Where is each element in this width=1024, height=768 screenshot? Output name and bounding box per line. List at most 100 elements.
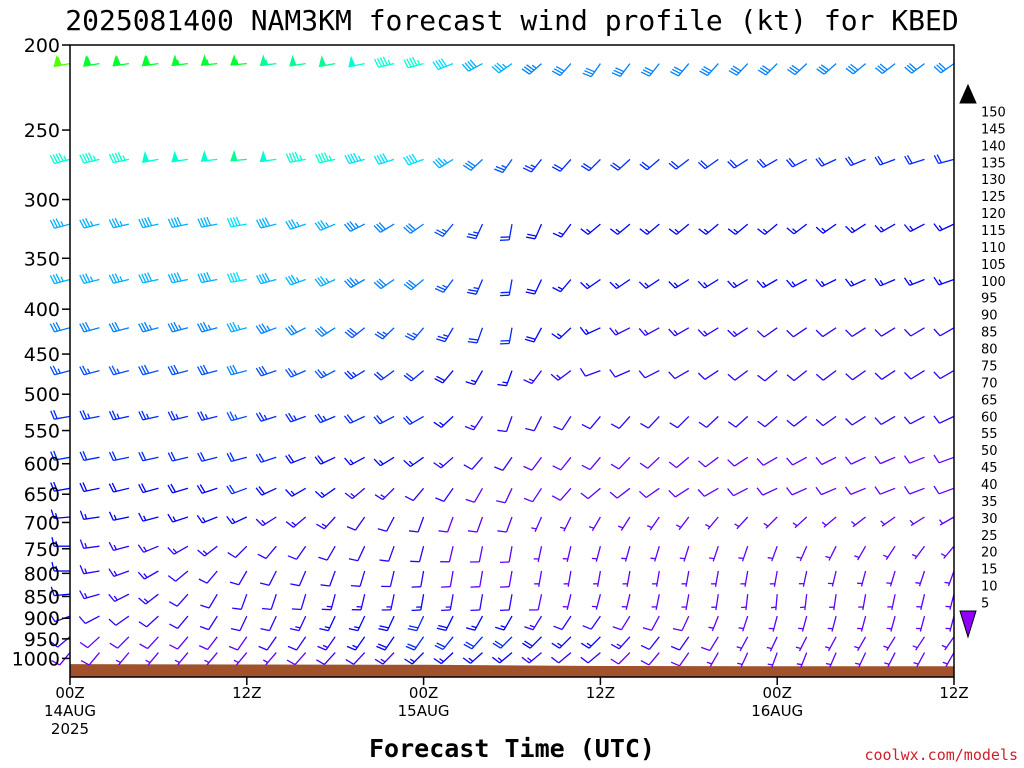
wind-barb-full <box>874 329 882 337</box>
wind-barb <box>319 615 336 632</box>
wind-barb-full <box>467 60 475 69</box>
wind-barb <box>709 545 719 562</box>
wind-barb-full <box>435 497 445 503</box>
wind-barb <box>318 545 336 561</box>
wind-barb-full <box>138 218 144 228</box>
wind-barb-half <box>321 523 327 528</box>
wind-barb-flag <box>230 54 238 66</box>
wind-barb <box>108 365 130 376</box>
wind-barb <box>108 568 130 578</box>
wind-barb <box>200 593 218 609</box>
wind-barb <box>886 570 896 587</box>
wind-barb-full <box>111 218 117 228</box>
wind-barb <box>285 412 306 423</box>
wind-barb-full <box>405 372 414 380</box>
wind-barb <box>916 615 926 632</box>
wind-barb <box>534 570 543 587</box>
x-tick-label: 15AUG <box>398 702 450 720</box>
wind-barb-full <box>581 423 591 430</box>
wind-barb-full <box>467 530 478 533</box>
wind-barb-full <box>197 549 206 557</box>
wind-barb-full <box>232 217 238 227</box>
wind-barb <box>258 636 277 651</box>
wind-barb <box>79 410 100 421</box>
wind-barb-full <box>845 418 853 426</box>
wind-barb-full <box>116 56 121 66</box>
wind-barb-half <box>293 370 298 375</box>
x-tick-label: 00Z <box>409 684 438 702</box>
wind-barb-full <box>197 323 203 333</box>
wind-barb <box>825 652 837 668</box>
wind-barb <box>441 570 454 588</box>
wind-barb-full <box>938 62 947 70</box>
wind-barb <box>698 415 719 428</box>
wind-barb-staff <box>359 570 366 587</box>
wind-barb-half <box>293 415 297 421</box>
wind-barb <box>770 594 778 611</box>
wind-barb-full <box>523 465 533 471</box>
wind-barb-half <box>119 220 123 226</box>
wind-barb-full <box>727 488 734 497</box>
colorbar-label: 145 <box>981 122 1006 137</box>
wind-barb-full <box>552 232 562 238</box>
wind-barb <box>827 570 837 587</box>
wind-barb-full <box>82 322 88 332</box>
wind-barb-full <box>376 223 384 232</box>
wind-barb-staff <box>772 615 778 632</box>
wind-barb-half <box>708 626 714 629</box>
wind-barb <box>257 545 277 560</box>
wind-barb-full <box>167 411 173 421</box>
wind-barb-full <box>933 415 941 424</box>
wind-barb-half <box>55 541 58 547</box>
wind-barb-full <box>176 216 182 226</box>
wind-barb <box>470 546 484 563</box>
wind-barb-full <box>668 371 676 380</box>
wind-barb-full <box>497 383 507 387</box>
wind-barb <box>197 321 218 333</box>
wind-barb-staff <box>589 415 601 430</box>
wind-barb-full <box>756 487 764 496</box>
wind-barb-half <box>116 368 120 374</box>
wind-barb-half <box>296 221 300 227</box>
wind-barb-full <box>524 165 534 171</box>
wind-barb-full <box>409 57 415 67</box>
wind-barb-full <box>258 366 265 376</box>
wind-barb-staff <box>330 594 336 610</box>
wind-barb-half <box>791 281 796 287</box>
wind-barb-full <box>550 373 559 381</box>
wind-barb-full <box>610 463 620 470</box>
wind-barb-half <box>531 64 537 69</box>
wind-barb <box>49 273 71 285</box>
wind-barb-full <box>379 559 389 562</box>
wind-barb <box>796 545 808 562</box>
wind-barb-full <box>815 158 823 167</box>
wind-barb-full <box>200 273 206 283</box>
wind-barb <box>767 652 778 668</box>
wind-barb-full <box>82 218 88 228</box>
wind-barb-full <box>49 155 56 164</box>
wind-barb <box>786 327 808 338</box>
wind-barb-full <box>373 58 380 68</box>
wind-barb <box>108 321 130 333</box>
wind-barb-full <box>609 281 618 289</box>
wind-barb <box>611 63 631 77</box>
wind-barb-full <box>933 66 942 74</box>
wind-barb <box>621 594 631 610</box>
wind-barb-full <box>462 164 472 171</box>
wind-barb <box>494 159 513 174</box>
wind-barb <box>582 615 601 630</box>
wind-barb-staff <box>704 370 719 380</box>
wind-barb-half <box>795 646 801 650</box>
wind-barb <box>138 410 159 421</box>
x-tick-label: 14AUG <box>44 702 96 720</box>
wind-barb-staff <box>238 570 248 586</box>
wind-barb <box>314 326 336 337</box>
wind-barb-staff <box>679 636 690 651</box>
wind-barb-staff <box>323 652 336 665</box>
wind-barb-full <box>346 370 355 378</box>
wind-barb-full <box>583 163 592 170</box>
wind-barb <box>438 516 454 533</box>
wind-barb-full <box>114 152 120 162</box>
wind-barb-half <box>470 379 477 383</box>
wind-barb <box>668 158 690 170</box>
